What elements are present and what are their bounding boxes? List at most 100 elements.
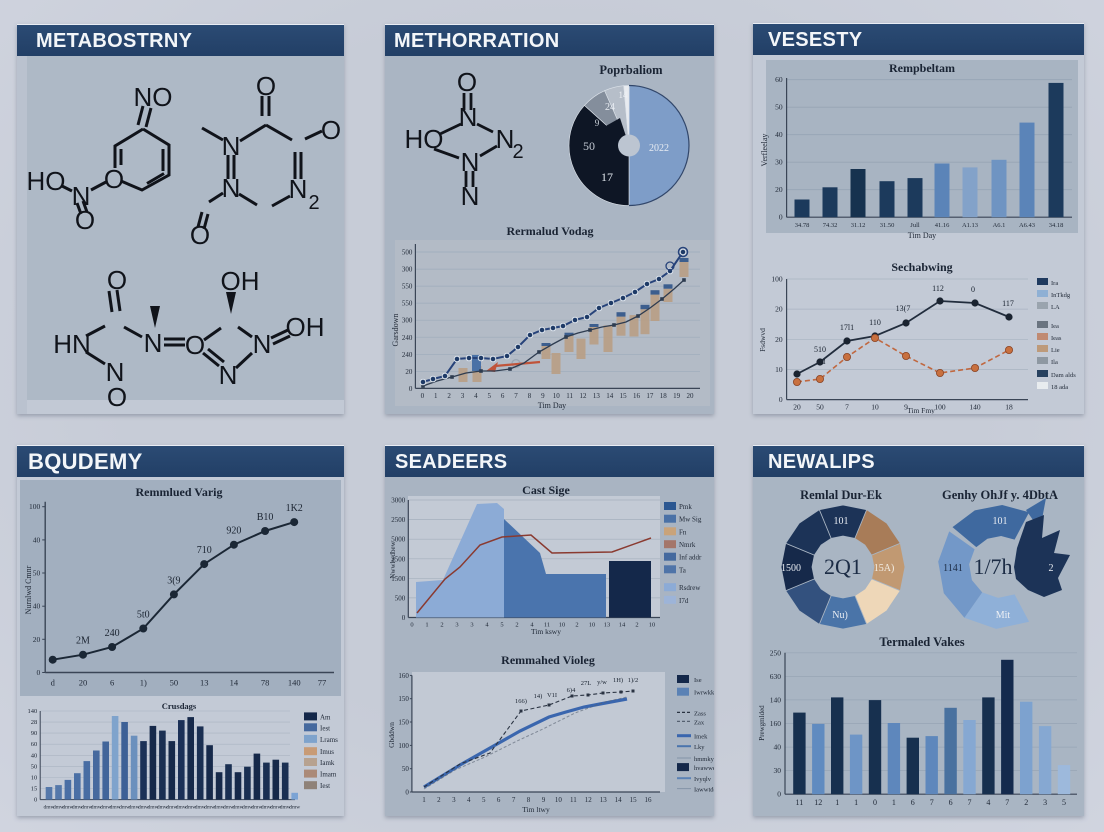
svg-text:50: 50 xyxy=(583,139,595,153)
svg-text:14: 14 xyxy=(606,392,614,400)
svg-text:50: 50 xyxy=(170,678,179,688)
svg-text:A6.1: A6.1 xyxy=(993,222,1006,229)
svg-text:A6.43: A6.43 xyxy=(1019,222,1035,229)
svg-text:O: O xyxy=(104,164,124,194)
svg-text:dmw: dmw xyxy=(129,805,140,811)
svg-text:7: 7 xyxy=(512,796,516,804)
svg-text:dmw: dmw xyxy=(119,805,130,811)
svg-text:500: 500 xyxy=(395,594,406,602)
svg-text:100: 100 xyxy=(934,403,946,412)
svg-text:0: 0 xyxy=(777,790,781,799)
svg-text:18: 18 xyxy=(660,392,668,400)
svg-text:Prewgmlded: Prewgmlded xyxy=(758,705,766,741)
svg-text:Sechabwing: Sechabwing xyxy=(891,260,952,274)
svg-text:2: 2 xyxy=(440,622,443,629)
svg-text:Nmrk: Nmrk xyxy=(679,541,696,549)
svg-text:dmw: dmw xyxy=(110,805,121,811)
svg-text:110: 110 xyxy=(869,318,881,327)
svg-text:dmw: dmw xyxy=(100,805,111,811)
svg-text:1: 1 xyxy=(422,796,426,804)
svg-text:77: 77 xyxy=(318,678,327,688)
svg-text:150: 150 xyxy=(398,719,409,727)
svg-text:74.32: 74.32 xyxy=(823,222,838,229)
svg-text:11: 11 xyxy=(544,622,550,629)
svg-text:710: 710 xyxy=(197,545,212,556)
svg-text:dmw: dmw xyxy=(176,805,187,811)
svg-text:550: 550 xyxy=(402,283,413,291)
svg-text:HN: HN xyxy=(53,329,91,359)
svg-text:31.50: 31.50 xyxy=(880,222,895,229)
svg-text:14: 14 xyxy=(615,796,623,804)
svg-text:7: 7 xyxy=(968,798,972,807)
svg-text:Fsdwvd: Fsdwvd xyxy=(758,328,767,352)
svg-text:6: 6 xyxy=(501,392,505,400)
svg-text:11: 11 xyxy=(796,798,804,807)
svg-text:6: 6 xyxy=(110,678,114,688)
svg-text:3: 3 xyxy=(452,796,456,804)
svg-text:18: 18 xyxy=(1005,403,1013,412)
svg-text:O: O xyxy=(75,205,95,235)
svg-text:250: 250 xyxy=(770,648,782,657)
svg-text:Verfleelay: Verfleelay xyxy=(760,134,769,167)
svg-text:14: 14 xyxy=(619,622,626,629)
svg-text:dmw: dmw xyxy=(251,805,262,811)
svg-text:dmw: dmw xyxy=(147,805,158,811)
svg-text:240: 240 xyxy=(402,334,413,342)
svg-text:13(7: 13(7 xyxy=(896,304,911,313)
svg-text:N: N xyxy=(461,181,480,211)
svg-text:O: O xyxy=(107,265,127,295)
svg-text:18 ada: 18 ada xyxy=(1051,384,1068,391)
svg-text:Rsdrew: Rsdrew xyxy=(679,584,701,592)
svg-text:Iest: Iest xyxy=(320,724,330,732)
svg-text:101: 101 xyxy=(993,516,1008,527)
svg-text:2022: 2022 xyxy=(649,143,669,154)
svg-text:dmw: dmw xyxy=(157,805,168,811)
svg-text:500: 500 xyxy=(402,249,413,257)
svg-text:Cast Sige: Cast Sige xyxy=(522,483,570,497)
svg-text:Gbddwn: Gbddwn xyxy=(387,722,396,748)
svg-text:27L: 27L xyxy=(581,680,592,687)
svg-text:OH: OH xyxy=(221,266,260,296)
svg-text:100: 100 xyxy=(398,742,409,750)
svg-text:N: N xyxy=(222,173,241,203)
svg-text:0: 0 xyxy=(36,668,40,677)
svg-text:V1I: V1I xyxy=(547,692,557,699)
svg-text:1: 1 xyxy=(835,798,839,807)
svg-text:17: 17 xyxy=(646,392,654,400)
svg-text:1: 1 xyxy=(434,392,438,400)
svg-text:N: N xyxy=(219,360,238,390)
svg-text:13: 13 xyxy=(593,392,601,400)
svg-text:140: 140 xyxy=(969,403,981,412)
svg-text:41.16: 41.16 xyxy=(935,222,950,229)
svg-text:101: 101 xyxy=(834,516,849,527)
svg-text:y/w: y/w xyxy=(597,679,607,686)
svg-text:Imek: Imek xyxy=(694,734,708,741)
svg-text:Termaled Vakes: Termaled Vakes xyxy=(879,635,964,649)
svg-text:4: 4 xyxy=(485,622,489,629)
svg-text:34.18: 34.18 xyxy=(1049,222,1064,229)
svg-text:6d: 6d xyxy=(819,358,827,366)
svg-text:2500: 2500 xyxy=(391,555,406,563)
svg-text:dmw: dmw xyxy=(280,805,291,811)
svg-text:1500: 1500 xyxy=(391,575,406,583)
svg-text:50: 50 xyxy=(402,765,410,773)
svg-text:Garsdown: Garsdown xyxy=(391,314,400,347)
svg-text:9: 9 xyxy=(904,403,908,412)
svg-text:Tim ltwy: Tim ltwy xyxy=(522,805,550,814)
svg-text:dmw: dmw xyxy=(81,805,92,811)
svg-text:10: 10 xyxy=(31,774,38,781)
svg-text:Rermalud Vodag: Rermalud Vodag xyxy=(506,224,593,238)
svg-text:920: 920 xyxy=(226,526,241,537)
svg-text:140: 140 xyxy=(770,695,782,704)
svg-text:60: 60 xyxy=(775,75,783,84)
svg-text:Pmk: Pmk xyxy=(679,503,692,511)
svg-text:A1.13: A1.13 xyxy=(962,222,978,229)
svg-text:112: 112 xyxy=(932,284,944,293)
svg-text:Iwrwkkg: Iwrwkkg xyxy=(694,690,714,697)
svg-text:6: 6 xyxy=(497,796,501,804)
svg-text:11: 11 xyxy=(566,392,573,400)
svg-text:Jull: Jull xyxy=(910,222,920,229)
svg-text:16: 16 xyxy=(633,392,641,400)
svg-text:10: 10 xyxy=(871,403,879,412)
svg-text:160: 160 xyxy=(770,719,782,728)
